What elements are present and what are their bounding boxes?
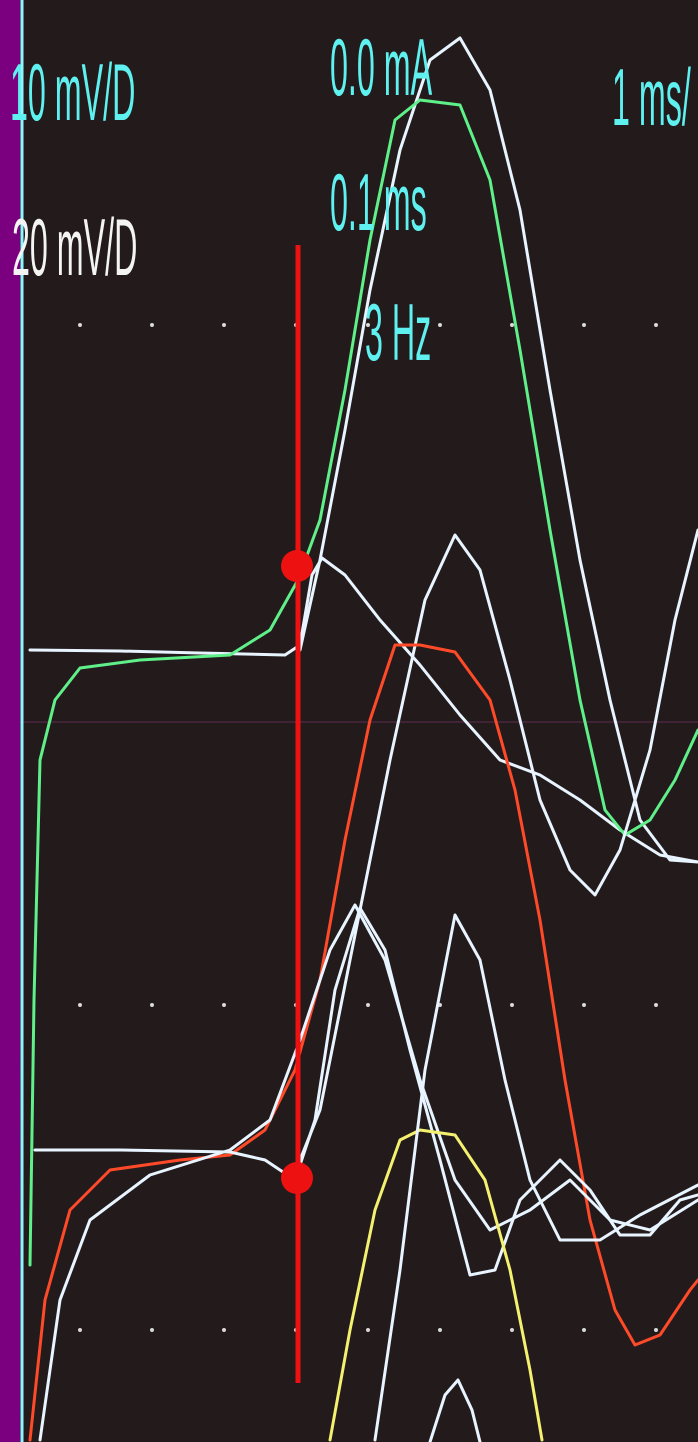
grid-dot — [150, 1003, 154, 1007]
grid-dot — [582, 1003, 586, 1007]
grid-dot — [78, 323, 82, 327]
right-label: 0.0 mA — [330, 23, 432, 114]
grid-dot — [366, 1003, 370, 1007]
grid-dot — [510, 1003, 514, 1007]
grid-dot — [582, 323, 586, 327]
left-label: 10 mV/D — [10, 48, 135, 139]
timebase-label: 1 ms/ — [612, 53, 691, 144]
grid-dot — [654, 1328, 658, 1332]
grid-dot — [150, 1328, 154, 1332]
right-label: 0.1 ms — [330, 158, 427, 249]
cursor-marker — [281, 550, 313, 582]
grid-dot — [78, 1003, 82, 1007]
grid-dot — [510, 323, 514, 327]
grid-dot — [654, 1003, 658, 1007]
left-label: 20 mV/D — [12, 203, 137, 294]
grid-dot — [510, 1328, 514, 1332]
grid-dot — [222, 1328, 226, 1332]
grid-dot — [78, 1328, 82, 1332]
grid-dot — [582, 1328, 586, 1332]
grid-dot — [222, 323, 226, 327]
oscilloscope-screen: 10 mV/D 20 mV/D 0.0 mA 0.1 ms 3 Hz 1 ms/ — [0, 0, 698, 1442]
grid-dot — [438, 323, 442, 327]
grid-dot — [366, 1328, 370, 1332]
grid-dot — [150, 323, 154, 327]
grid-dot — [654, 323, 658, 327]
cursor-marker — [281, 1162, 313, 1194]
page: {"screen": {"left_labels": ["10 mV/D", "… — [0, 0, 698, 1442]
grid-dot — [222, 1003, 226, 1007]
right-label: 3 Hz — [365, 288, 431, 379]
grid-dot — [438, 1328, 442, 1332]
